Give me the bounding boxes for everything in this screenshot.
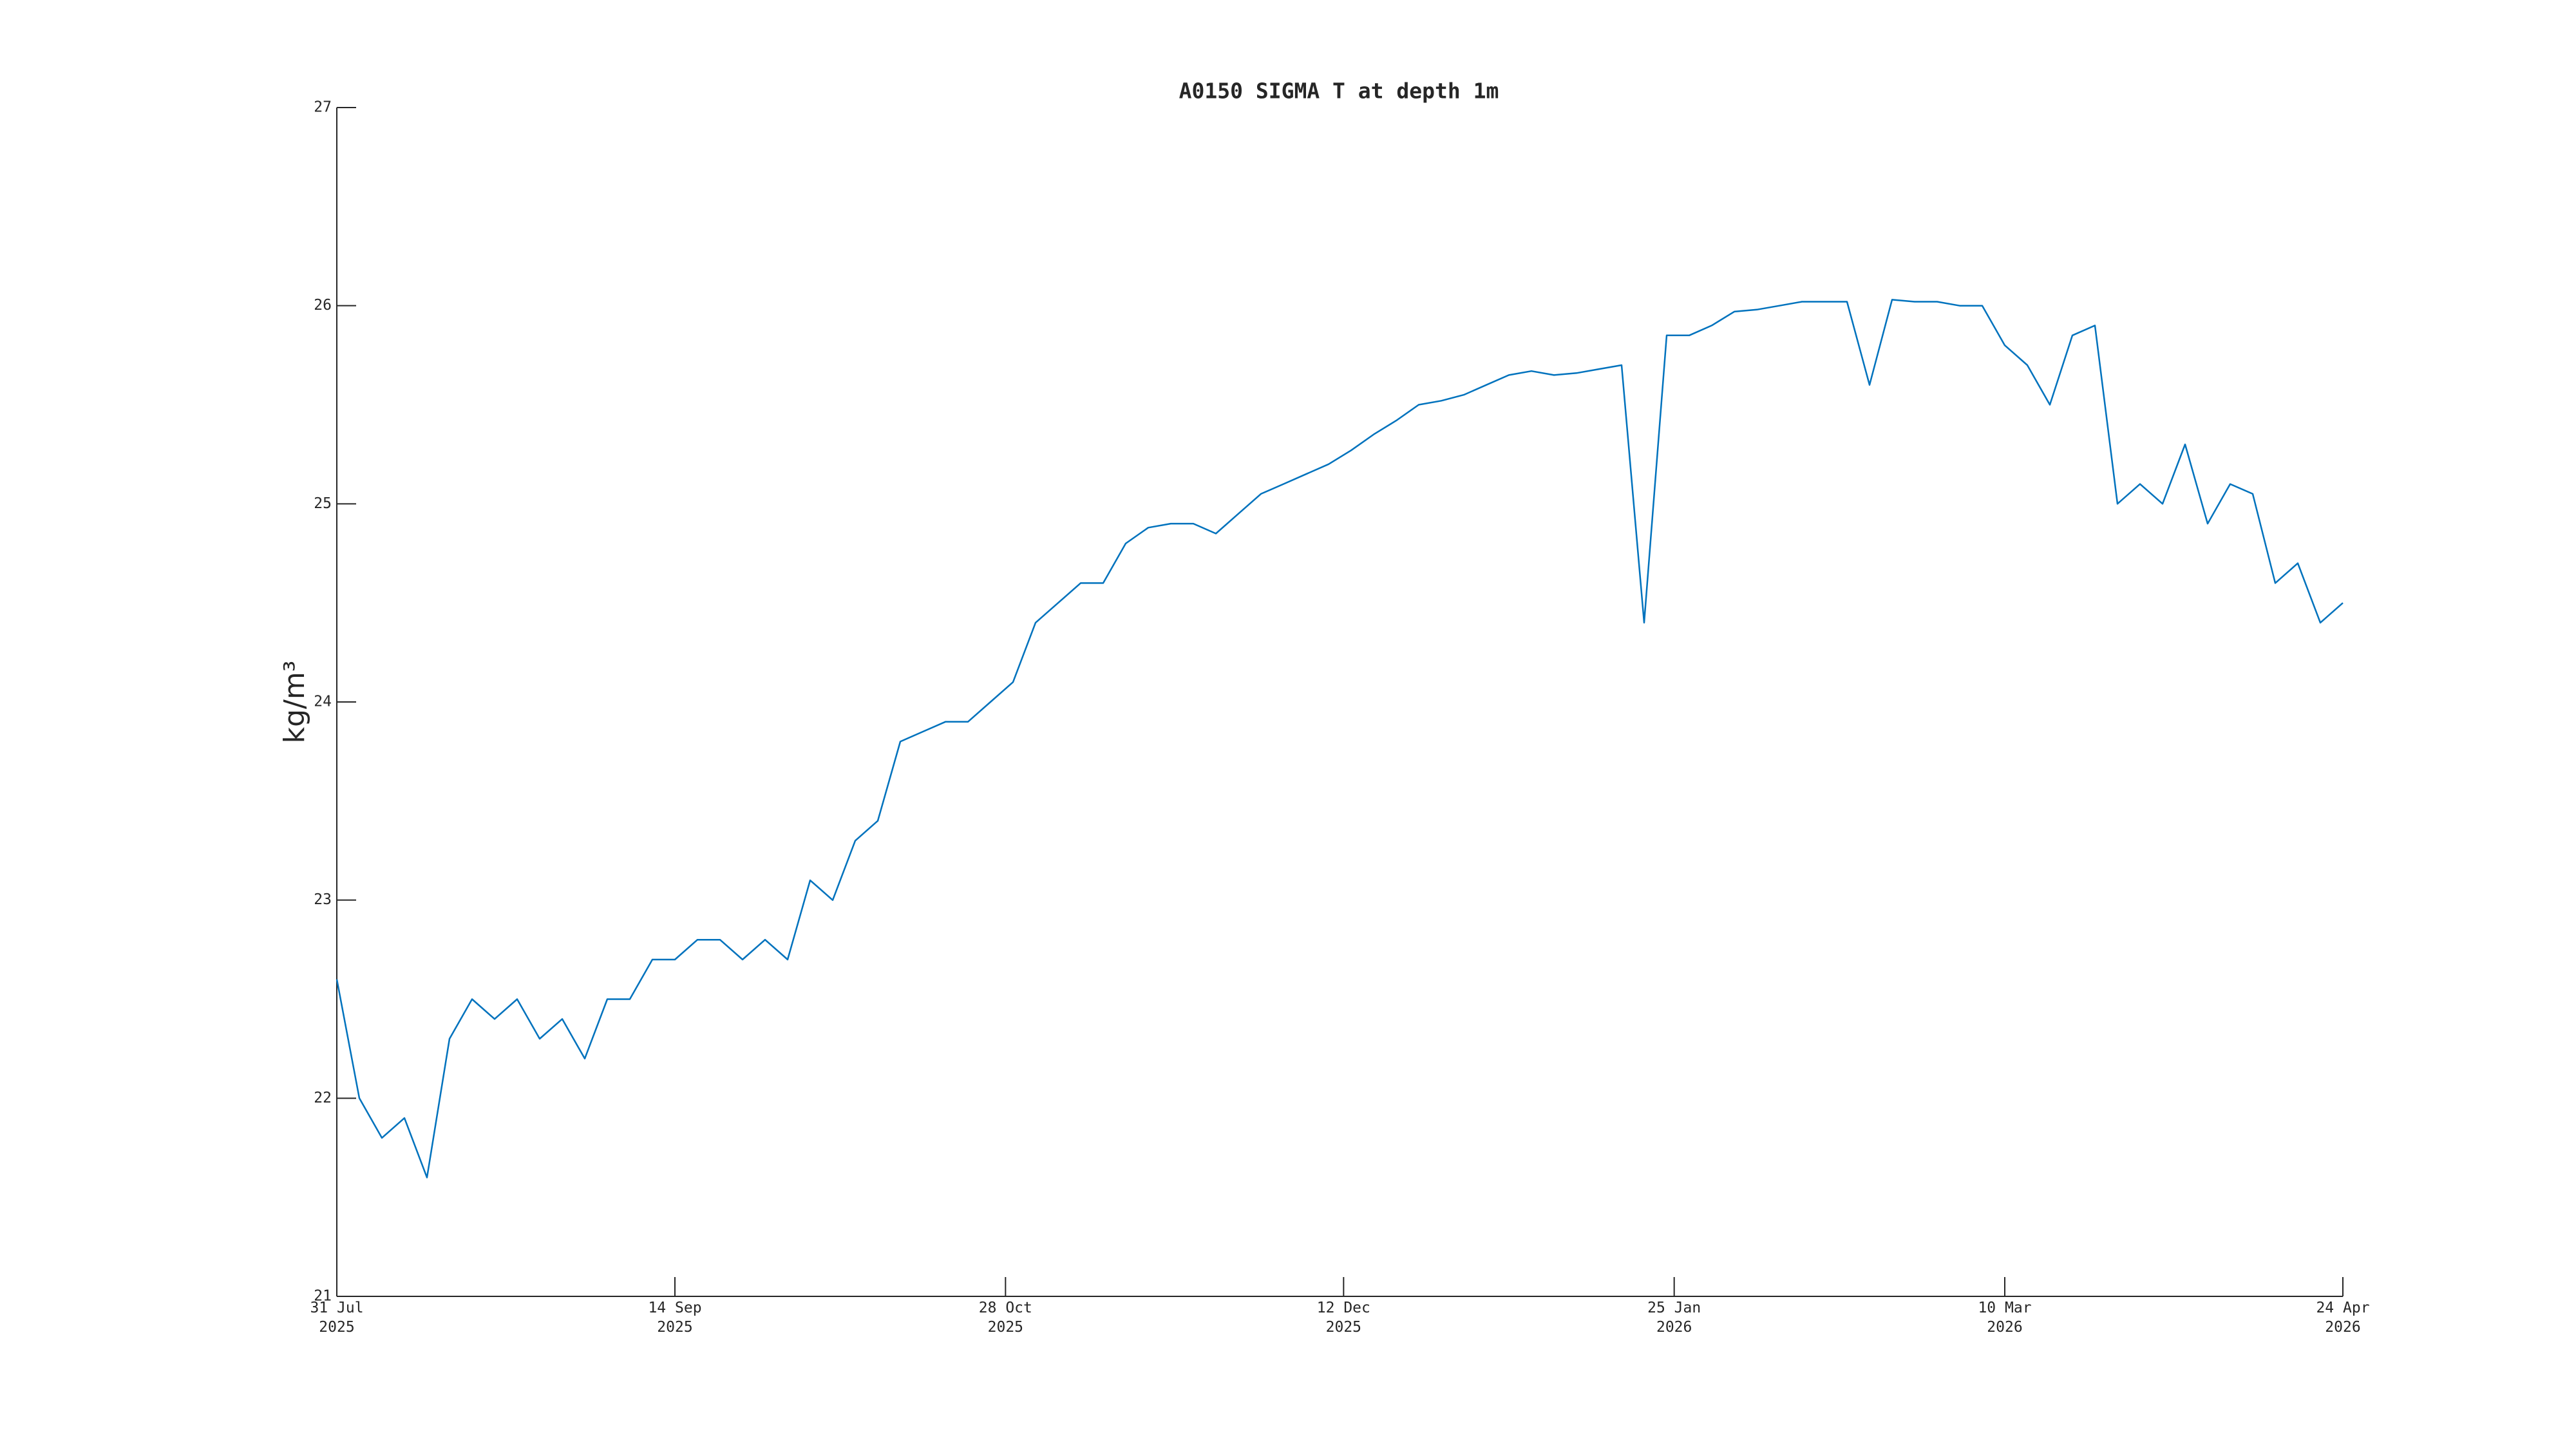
y-tick-label: 22 — [314, 1090, 332, 1106]
x-tick-label: 25 Jan 2026 — [1647, 1300, 1701, 1336]
y-tick-label: 26 — [314, 297, 332, 314]
x-tick-label: 24 Apr 2026 — [2316, 1300, 2369, 1336]
y-tick-label: 24 — [314, 694, 332, 710]
x-tick-label: 28 Oct 2025 — [979, 1300, 1032, 1336]
y-tick-label: 27 — [314, 99, 332, 116]
x-tick-label: 12 Dec 2025 — [1317, 1300, 1370, 1336]
x-tick-label: 31 Jul 2025 — [310, 1300, 363, 1336]
y-tick-label: 23 — [314, 891, 332, 908]
data-line — [336, 299, 2344, 1179]
y-tick-label: 25 — [314, 495, 332, 512]
chart-title: A0150 SIGMA T at depth 1m — [1179, 79, 1499, 104]
x-tick-label: 10 Mar 2026 — [1978, 1300, 2031, 1336]
x-tick-label: 14 Sep 2025 — [648, 1300, 701, 1336]
y-tick-label: 21 — [314, 1288, 332, 1305]
y-axis-label: kg/m³ — [278, 661, 311, 744]
